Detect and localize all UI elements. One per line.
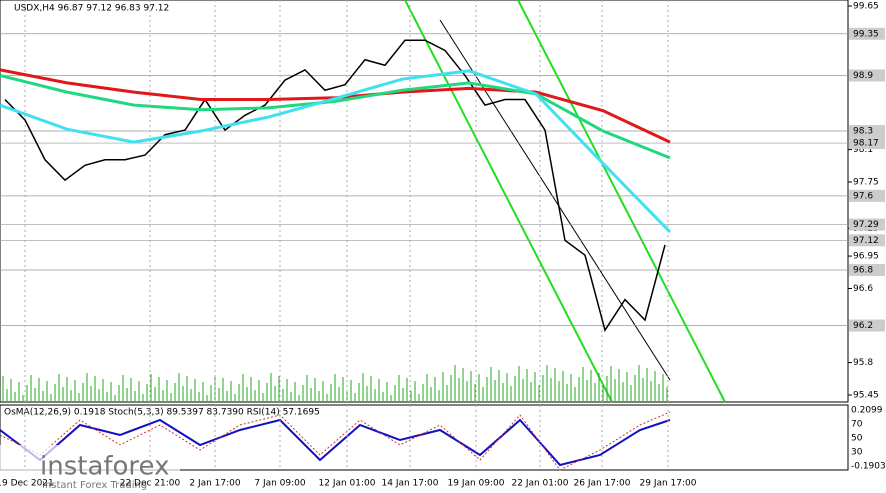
x-tick-label: 22 Dec 21:00 <box>120 479 181 489</box>
sub-tick-label: 0.2099 <box>851 406 883 416</box>
y-tick-label: 95.45 <box>853 391 879 401</box>
sub-tick-label: -0.1903 <box>851 462 886 472</box>
x-tick-label: 26 Jan 17:00 <box>574 479 631 489</box>
x-tick-label: 2 Jan 17:00 <box>189 479 241 489</box>
sub-ind <box>0 411 671 471</box>
level-label: 97.6 <box>853 191 873 201</box>
x-tick-label: 29 Jan 17:00 <box>640 479 697 489</box>
y-tick-label: 96.95 <box>853 252 879 262</box>
logo-sub: Instant Forex Trading <box>42 480 147 491</box>
y-tick-label: 95.8 <box>853 358 873 368</box>
level-label: 96.2 <box>853 321 873 331</box>
trend <box>439 19 671 381</box>
sub-tick-label: 70 <box>851 420 863 430</box>
y-tick-label: 96.6 <box>853 284 873 294</box>
volumes <box>2 365 668 401</box>
header: USDX,H4 96.87 97.12 96.83 97.12 <box>14 4 169 14</box>
y-tick-label: 97.75 <box>853 177 879 187</box>
level-label: 99.35 <box>853 29 879 39</box>
main-frame <box>0 0 849 403</box>
level-label: 96.8 <box>853 265 873 275</box>
x-tick-label: 19 Dec 2021 <box>0 479 54 489</box>
level-label: 97.12 <box>853 236 879 246</box>
ma-line <box>0 69 672 234</box>
y-tick-label: 98.1 <box>853 145 873 155</box>
level-box <box>849 263 885 276</box>
logo-bg <box>0 445 180 493</box>
level-box <box>849 69 885 82</box>
sub-tick-label: 50 <box>851 434 863 444</box>
x-tick-label: 12 Jan 01:00 <box>319 479 376 489</box>
level-box <box>849 218 885 231</box>
x-tick-label: 14 Jan 17:00 <box>382 479 439 489</box>
level-label: 98.9 <box>853 71 873 81</box>
channel <box>517 0 726 403</box>
level-box <box>849 189 885 202</box>
level-label: 98.17 <box>853 139 879 149</box>
level-label: 97.29 <box>853 220 879 230</box>
level-box <box>849 27 885 40</box>
level-label: 98.3 <box>853 127 873 137</box>
x-tick-label: 22 Jan 01:00 <box>512 479 569 489</box>
price-line <box>4 39 666 332</box>
y-tick-label: 99.65 <box>853 2 879 12</box>
level-box <box>849 234 885 247</box>
channel <box>404 0 613 403</box>
logo: instaforex <box>40 452 169 482</box>
level-box <box>849 319 885 332</box>
ma-line <box>0 74 671 160</box>
level-box <box>849 125 885 138</box>
sub-tick-label: 30 <box>851 448 863 458</box>
x-tick-label: 19 Jan 09:00 <box>448 479 505 489</box>
x-tick-label: 7 Jan 09:00 <box>254 479 306 489</box>
sub-header: OsMA(12,26,9) 0.1918 Stoch(5,3,3) 89.539… <box>4 408 320 418</box>
level-box <box>849 137 885 150</box>
